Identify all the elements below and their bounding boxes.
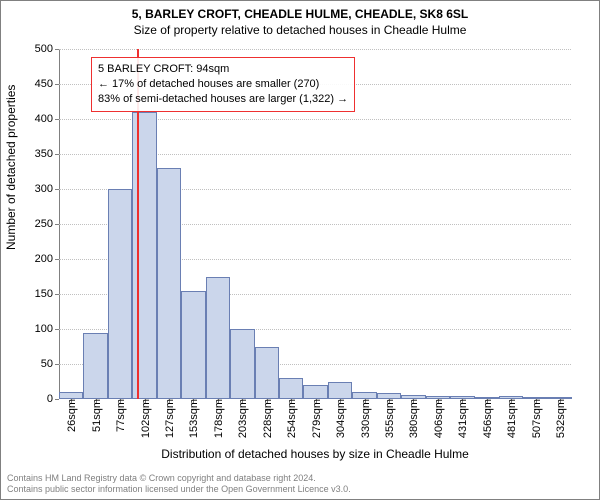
histogram-bar xyxy=(255,347,279,400)
histogram-bar xyxy=(352,392,376,399)
x-tick-label: 279sqm xyxy=(309,399,323,438)
histogram-bar xyxy=(230,329,254,399)
histogram-bar xyxy=(328,382,352,400)
x-tick-label: 532sqm xyxy=(553,399,567,438)
footer-line: Contains public sector information licen… xyxy=(7,484,351,495)
chart-frame: 5, BARLEY CROFT, CHEADLE HULME, CHEADLE,… xyxy=(0,0,600,500)
y-tick-label: 450 xyxy=(35,78,59,90)
footer-line: Contains HM Land Registry data © Crown c… xyxy=(7,473,351,484)
x-tick-label: 355sqm xyxy=(382,399,396,438)
chart-title: 5, BARLEY CROFT, CHEADLE HULME, CHEADLE,… xyxy=(1,7,599,21)
info-box-line: ← 17% of detached houses are smaller (27… xyxy=(98,77,348,92)
x-tick-label: 304sqm xyxy=(333,399,347,438)
x-tick-label: 330sqm xyxy=(358,399,372,438)
y-tick-label: 300 xyxy=(35,183,59,195)
x-tick-label: 507sqm xyxy=(529,399,543,438)
histogram-bar xyxy=(279,378,303,399)
x-tick-label: 51sqm xyxy=(89,399,103,432)
x-tick-label: 77sqm xyxy=(113,399,127,432)
x-tick-label: 456sqm xyxy=(480,399,494,438)
y-tick-label: 250 xyxy=(35,218,59,230)
y-tick-label: 200 xyxy=(35,253,59,265)
histogram-bar xyxy=(206,277,230,400)
histogram-bar xyxy=(303,385,327,399)
x-tick-label: 203sqm xyxy=(235,399,249,438)
x-tick-label: 178sqm xyxy=(211,399,225,438)
histogram-bar xyxy=(108,189,132,399)
title-block: 5, BARLEY CROFT, CHEADLE HULME, CHEADLE,… xyxy=(1,1,599,37)
x-tick-label: 228sqm xyxy=(260,399,274,438)
y-tick-label: 150 xyxy=(35,288,59,300)
y-tick-label: 0 xyxy=(47,393,59,405)
y-tick-label: 100 xyxy=(35,323,59,335)
histogram-bar xyxy=(83,333,107,400)
x-tick-label: 127sqm xyxy=(162,399,176,438)
y-tick-label: 500 xyxy=(35,43,59,55)
chart-subtitle: Size of property relative to detached ho… xyxy=(1,23,599,37)
y-tick-label: 50 xyxy=(41,358,59,370)
y-tick-label: 400 xyxy=(35,113,59,125)
x-tick-label: 406sqm xyxy=(431,399,445,438)
info-box-line: 83% of semi-detached houses are larger (… xyxy=(98,92,348,107)
x-tick-label: 26sqm xyxy=(64,399,78,432)
y-tick-label: 350 xyxy=(35,148,59,160)
x-tick-label: 102sqm xyxy=(138,399,152,438)
grid-line xyxy=(59,49,571,50)
x-tick-label: 254sqm xyxy=(284,399,298,438)
x-tick-label: 431sqm xyxy=(455,399,469,438)
info-box-line: 5 BARLEY CROFT: 94sqm xyxy=(98,62,348,77)
histogram-bar xyxy=(181,291,205,400)
histogram-bar xyxy=(59,392,83,399)
x-axis-title: Distribution of detached houses by size … xyxy=(161,447,469,461)
plot-area: Distribution of detached houses by size … xyxy=(59,49,571,399)
x-tick-label: 380sqm xyxy=(406,399,420,438)
info-box: 5 BARLEY CROFT: 94sqm← 17% of detached h… xyxy=(91,57,355,112)
footer: Contains HM Land Registry data © Crown c… xyxy=(7,473,351,496)
y-axis-title: Number of detached properties xyxy=(4,85,18,250)
x-tick-label: 153sqm xyxy=(186,399,200,438)
x-tick-label: 481sqm xyxy=(504,399,518,438)
histogram-bar xyxy=(157,168,181,399)
